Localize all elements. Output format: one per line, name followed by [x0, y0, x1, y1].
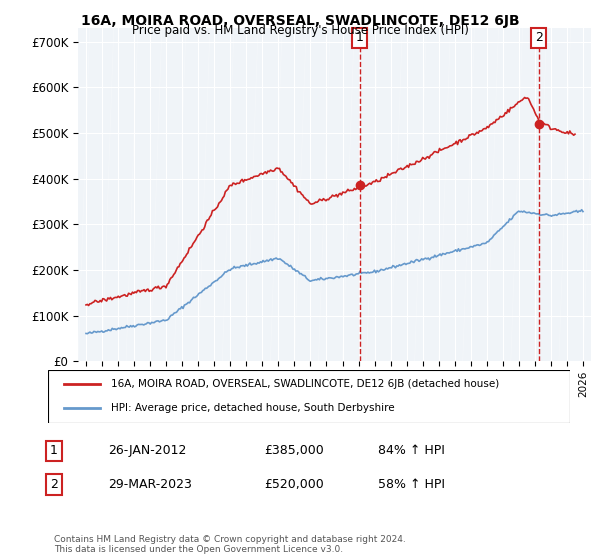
Text: 84% ↑ HPI: 84% ↑ HPI [378, 444, 445, 458]
Text: £385,000: £385,000 [264, 444, 324, 458]
FancyBboxPatch shape [48, 370, 570, 423]
Text: 26-JAN-2012: 26-JAN-2012 [108, 444, 187, 458]
Text: Contains HM Land Registry data © Crown copyright and database right 2024.
This d: Contains HM Land Registry data © Crown c… [54, 535, 406, 554]
Text: 16A, MOIRA ROAD, OVERSEAL, SWADLINCOTE, DE12 6JB: 16A, MOIRA ROAD, OVERSEAL, SWADLINCOTE, … [80, 14, 520, 28]
Text: 1: 1 [50, 444, 58, 458]
Text: 58% ↑ HPI: 58% ↑ HPI [378, 478, 445, 491]
Text: 2: 2 [535, 31, 542, 44]
Text: £520,000: £520,000 [264, 478, 324, 491]
Text: 29-MAR-2023: 29-MAR-2023 [108, 478, 192, 491]
Text: 2: 2 [50, 478, 58, 491]
Text: Price paid vs. HM Land Registry's House Price Index (HPI): Price paid vs. HM Land Registry's House … [131, 24, 469, 37]
Text: 16A, MOIRA ROAD, OVERSEAL, SWADLINCOTE, DE12 6JB (detached house): 16A, MOIRA ROAD, OVERSEAL, SWADLINCOTE, … [110, 380, 499, 390]
Text: HPI: Average price, detached house, South Derbyshire: HPI: Average price, detached house, Sout… [110, 403, 394, 413]
Text: 1: 1 [356, 31, 364, 44]
